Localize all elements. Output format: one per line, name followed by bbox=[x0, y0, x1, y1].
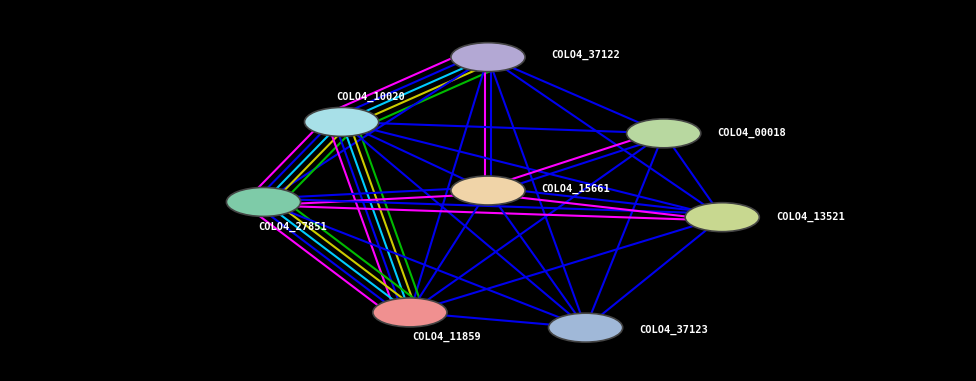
Text: COLO4_00018: COLO4_00018 bbox=[717, 128, 786, 138]
Text: COLO4_37122: COLO4_37122 bbox=[551, 50, 620, 60]
Text: COLO4_27851: COLO4_27851 bbox=[259, 222, 327, 232]
Ellipse shape bbox=[549, 313, 623, 342]
Ellipse shape bbox=[451, 43, 525, 72]
Ellipse shape bbox=[305, 107, 379, 136]
Ellipse shape bbox=[685, 203, 759, 232]
Ellipse shape bbox=[226, 187, 301, 216]
Ellipse shape bbox=[373, 298, 447, 327]
Ellipse shape bbox=[451, 176, 525, 205]
Text: COLO4_10020: COLO4_10020 bbox=[337, 92, 405, 102]
Text: COLO4_37123: COLO4_37123 bbox=[639, 325, 708, 335]
Text: COLO4_11859: COLO4_11859 bbox=[412, 332, 480, 342]
Ellipse shape bbox=[627, 119, 701, 148]
Text: COLO4_13521: COLO4_13521 bbox=[776, 212, 844, 222]
Text: COLO4_15661: COLO4_15661 bbox=[542, 184, 610, 194]
